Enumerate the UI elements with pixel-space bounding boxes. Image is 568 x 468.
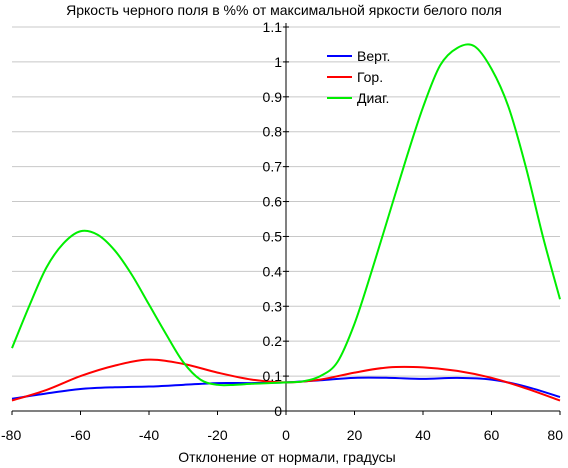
y-tick-label: 0.4	[263, 263, 283, 279]
y-tick-label: 1	[274, 54, 282, 70]
y-tick-label: 0.5	[263, 228, 283, 244]
y-tick-label: 0.9	[263, 89, 283, 105]
axes	[11, 23, 561, 415]
y-tick-label: 1.1	[263, 19, 283, 35]
y-tick-label: 0.2	[263, 333, 283, 349]
x-axis-label: Отклонение от нормали, градусы	[178, 449, 395, 465]
tick-labels: 0 0.1 0.2 0.3 0.4 0.5 0.6 0.7 0.8 0.9 1 1.1 -80 -60 -4…	[1, 19, 563, 443]
y-tick-label: 0.8	[263, 124, 283, 140]
legend-label: Гор.	[357, 69, 383, 85]
chart-title: Яркость черного поля в %% от максимально…	[66, 2, 502, 18]
series-line	[11, 43, 561, 387]
x-tick-label: 60	[484, 427, 500, 443]
legend-label: Диаг.	[357, 90, 389, 106]
series-lines	[11, 43, 561, 402]
x-tick-label: -60	[70, 427, 90, 443]
y-tick-label: 0	[274, 403, 282, 419]
y-tick-label: 0.3	[263, 298, 283, 314]
x-tick-label: -20	[207, 427, 227, 443]
legend: Верт. Гор. Диаг.	[327, 48, 390, 106]
y-tick-label: 0.1	[263, 368, 283, 384]
legend-label: Верт.	[357, 48, 390, 64]
x-tick-label: 20	[347, 427, 363, 443]
x-tick-label: -80	[1, 427, 21, 443]
x-tick-label: 80	[547, 427, 563, 443]
x-tick-label: -40	[139, 427, 159, 443]
y-tick-label: 0.7	[263, 159, 283, 175]
x-tick-label: 40	[415, 427, 431, 443]
y-tick-label: 0.6	[263, 194, 283, 210]
x-tick-label: 0	[282, 427, 290, 443]
